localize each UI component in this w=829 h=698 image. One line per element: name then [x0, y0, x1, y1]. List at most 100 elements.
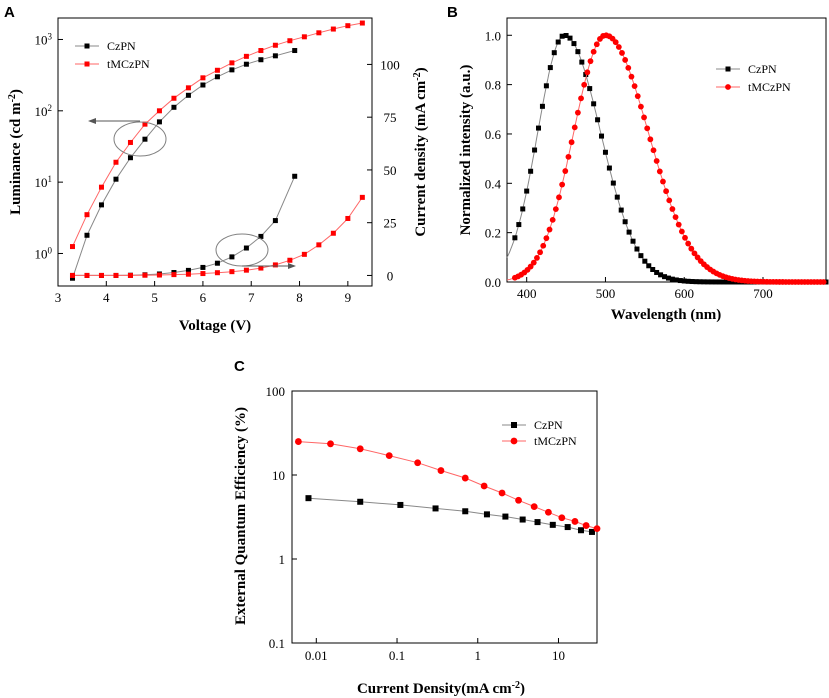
- data-point-a: [200, 264, 206, 270]
- data-point-c: [294, 438, 302, 445]
- data-point-a: [98, 184, 104, 190]
- series-line-b: [506, 34, 826, 283]
- data-point-c: [588, 528, 595, 535]
- data-point-a: [301, 251, 307, 257]
- data-point-b: [612, 39, 619, 46]
- data-point-c: [593, 525, 601, 533]
- data-point-a: [243, 245, 249, 251]
- data-point-b: [555, 39, 561, 45]
- data-point-b: [606, 165, 612, 171]
- panel-label-a: A: [4, 4, 15, 21]
- x-tick-label-a: 5: [151, 290, 158, 305]
- data-point-b: [669, 276, 675, 282]
- annotation-circle-right: [215, 233, 269, 267]
- y-right-tick-label-a: 50: [384, 163, 397, 178]
- legend-label-b: tMCzPN: [748, 80, 791, 94]
- x-tick-label-b: 400: [517, 286, 537, 301]
- annotation-circle-left: [113, 121, 167, 157]
- data-point-a: [292, 173, 298, 179]
- data-point-c: [483, 511, 490, 518]
- data-point-b: [534, 254, 540, 261]
- data-point-b: [549, 216, 556, 223]
- data-point-b: [681, 278, 687, 284]
- data-point-b: [697, 279, 703, 285]
- data-point-b: [658, 272, 664, 278]
- data-point-b: [641, 114, 647, 121]
- data-point-b: [663, 188, 670, 195]
- data-point-a: [69, 272, 75, 278]
- data-point-b: [656, 168, 663, 175]
- chart-a-plot: 3 4 5 6 7 8 9 100 101 102 103 0 25 50 75 100 Voltage (V)…: [7, 17, 429, 334]
- data-point-a: [229, 60, 235, 66]
- data-point-b: [618, 207, 624, 213]
- data-point-a: [142, 121, 148, 127]
- data-point-b: [591, 101, 597, 107]
- legend-label-b: CzPN: [748, 62, 777, 76]
- y-axis-title-c: External Quantum Efficiency (%): [233, 407, 249, 625]
- data-point-b: [820, 279, 827, 285]
- data-point-a: [258, 57, 264, 63]
- data-point-b: [575, 49, 581, 55]
- data-point-b: [590, 48, 597, 55]
- data-point-a: [359, 194, 365, 200]
- data-point-b: [665, 275, 671, 281]
- x-axis-title-a: Voltage (V): [179, 318, 251, 334]
- y-right-tick-label-a: 0: [387, 268, 394, 283]
- x-tick-label-a: 8: [296, 290, 303, 305]
- data-point-b: [682, 234, 688, 241]
- data-point-b: [677, 278, 683, 284]
- plot-frame-c: [291, 390, 598, 644]
- y-right-tick-label-a: 75: [384, 110, 397, 125]
- data-point-c: [397, 501, 404, 508]
- data-point-b: [567, 35, 573, 41]
- y-tick-label-b: 0.8: [485, 78, 501, 93]
- y-right-tick-label-a: 100: [380, 57, 400, 72]
- legend-label-a: CzPN: [107, 39, 136, 53]
- data-point-b: [584, 69, 591, 76]
- x-tick-label-a: 7: [248, 290, 255, 305]
- data-point-b: [650, 147, 657, 154]
- data-point-b: [685, 278, 691, 284]
- data-point-b: [709, 279, 715, 285]
- data-point-a: [171, 104, 177, 110]
- data-point-a: [142, 136, 148, 142]
- data-point-a: [142, 272, 148, 278]
- y-tick-label-b: 0.4: [485, 176, 502, 191]
- data-point-b: [662, 274, 668, 280]
- data-point-c: [564, 524, 571, 531]
- data-point-b: [678, 228, 685, 235]
- plot-frame-b: [506, 17, 827, 283]
- data-point-b: [578, 95, 584, 102]
- data-point-b: [673, 277, 679, 283]
- plot-frame-a: [57, 17, 373, 287]
- data-point-a: [258, 233, 264, 239]
- data-point-b: [571, 124, 578, 131]
- data-point-a: [185, 271, 191, 277]
- data-point-b: [685, 240, 692, 247]
- data-point-a: [330, 230, 336, 236]
- data-point-b: [631, 83, 638, 90]
- data-point-a: [243, 53, 249, 59]
- data-point-b: [543, 83, 549, 89]
- data-point-a: [272, 42, 278, 48]
- data-point-a: [113, 272, 119, 278]
- data-point-b: [587, 86, 593, 92]
- data-point-b: [647, 136, 654, 143]
- data-point-c: [461, 474, 469, 482]
- data-point-c: [558, 514, 566, 522]
- data-point-c: [480, 482, 488, 490]
- data-point-b: [660, 178, 666, 185]
- legend-marker-b: [725, 66, 731, 72]
- y-tick-label-b: 0.6: [485, 127, 502, 142]
- data-point-b: [713, 279, 719, 285]
- data-point-b: [574, 109, 581, 116]
- data-point-b: [524, 188, 530, 194]
- data-point-c: [356, 445, 364, 453]
- data-point-b: [528, 168, 534, 174]
- y-tick-label-c: 0.1: [269, 636, 285, 651]
- data-point-b: [725, 279, 731, 285]
- data-point-a: [200, 75, 206, 81]
- panel-label-c: C: [234, 358, 245, 375]
- data-point-a: [84, 272, 90, 278]
